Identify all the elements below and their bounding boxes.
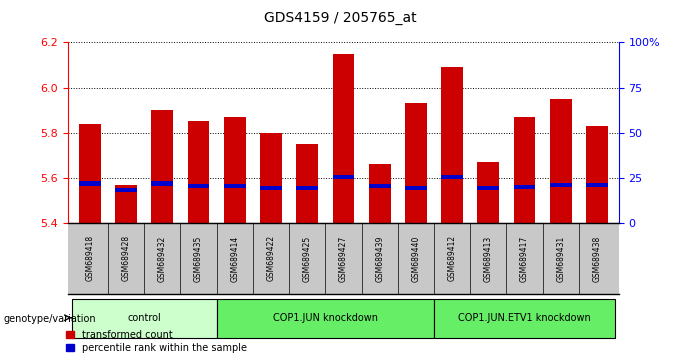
Bar: [333, 175, 354, 179]
Text: GDS4159 / 205765_at: GDS4159 / 205765_at: [264, 11, 416, 25]
Bar: [369, 184, 390, 188]
Text: COP1.JUN knockdown: COP1.JUN knockdown: [273, 313, 378, 323]
Text: control: control: [127, 313, 161, 323]
Bar: [115, 188, 137, 192]
Bar: [369, 164, 390, 223]
Bar: [115, 185, 137, 223]
Bar: [296, 186, 318, 190]
Text: GSM689422: GSM689422: [267, 235, 275, 281]
Text: GSM689432: GSM689432: [158, 235, 167, 281]
Bar: [586, 126, 608, 223]
Bar: [224, 184, 245, 188]
Bar: [296, 144, 318, 223]
Bar: [188, 184, 209, 188]
Text: GSM689413: GSM689413: [484, 235, 493, 281]
Bar: [513, 117, 535, 223]
Bar: [333, 54, 354, 223]
Text: GSM689428: GSM689428: [122, 235, 131, 281]
Text: GSM689414: GSM689414: [231, 235, 239, 281]
Text: GSM689425: GSM689425: [303, 235, 311, 281]
Text: GSM689427: GSM689427: [339, 235, 348, 281]
FancyBboxPatch shape: [434, 299, 615, 338]
Legend: transformed count, percentile rank within the sample: transformed count, percentile rank withi…: [66, 330, 247, 353]
Text: COP1.JUN.ETV1 knockdown: COP1.JUN.ETV1 knockdown: [458, 313, 591, 323]
Text: GSM689438: GSM689438: [592, 235, 602, 281]
Bar: [79, 182, 101, 185]
Bar: [586, 183, 608, 187]
Text: GSM689435: GSM689435: [194, 235, 203, 282]
Bar: [550, 99, 572, 223]
Bar: [477, 186, 499, 190]
Bar: [405, 186, 427, 190]
Bar: [152, 182, 173, 185]
Text: GSM689431: GSM689431: [556, 235, 565, 281]
Text: GSM689412: GSM689412: [447, 235, 456, 281]
Bar: [477, 162, 499, 223]
FancyBboxPatch shape: [216, 299, 434, 338]
FancyBboxPatch shape: [71, 299, 216, 338]
Bar: [260, 133, 282, 223]
Text: GSM689439: GSM689439: [375, 235, 384, 282]
Bar: [513, 185, 535, 189]
Bar: [224, 117, 245, 223]
Bar: [152, 110, 173, 223]
Bar: [405, 103, 427, 223]
Text: GSM689418: GSM689418: [85, 235, 95, 281]
Text: genotype/variation: genotype/variation: [3, 314, 96, 324]
Bar: [79, 124, 101, 223]
Bar: [260, 186, 282, 190]
Text: GSM689417: GSM689417: [520, 235, 529, 281]
Bar: [441, 175, 463, 179]
Bar: [441, 67, 463, 223]
Text: GSM689440: GSM689440: [411, 235, 420, 282]
Bar: [188, 121, 209, 223]
Bar: [550, 183, 572, 187]
